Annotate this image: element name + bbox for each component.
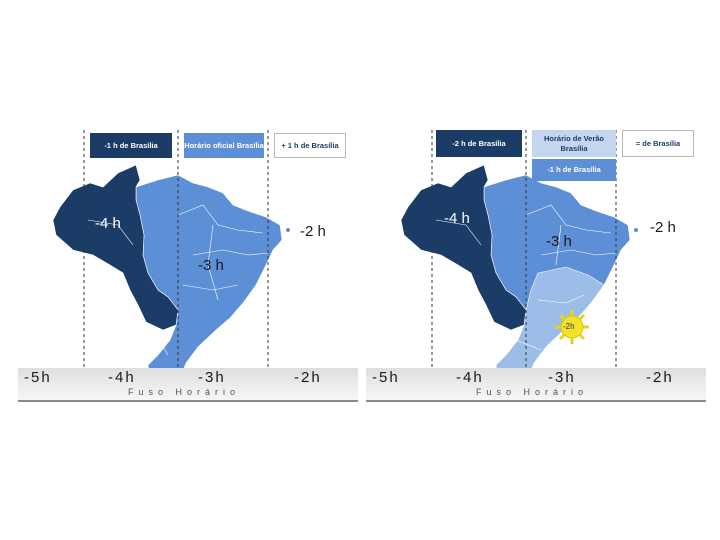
left-tick-minus5: -5h <box>24 369 52 386</box>
left-region-minus2 <box>286 228 290 232</box>
right-meridians <box>431 130 617 400</box>
left-label-central: -3 h <box>198 257 224 274</box>
left-meridians <box>83 130 269 400</box>
right-sun-icon <box>555 310 589 344</box>
left-tick-minus3: -3h <box>198 369 226 386</box>
right-summer-badge: -2h <box>563 322 575 331</box>
right-label-east: -2 h <box>650 219 676 236</box>
right-brazil-map <box>400 130 638 401</box>
right-map-panel: -2 h de Brasília Horário de Verão Brasíl… <box>366 125 706 410</box>
left-tick-minus4: -4h <box>108 369 136 386</box>
right-tick-minus5: -5h <box>372 369 400 386</box>
right-axis-title: Fuso Horário <box>476 387 589 397</box>
left-legend-minus1: -1 h de Brasília <box>90 133 172 158</box>
left-tick-minus2: -2h <box>294 369 322 386</box>
right-legend-equal: = de Brasília <box>622 130 694 157</box>
right-region-minus4 <box>400 164 527 331</box>
right-region-minus2 <box>634 228 638 232</box>
right-timezone-axis <box>366 368 706 402</box>
left-legend-plus1: + 1 h de Brasília <box>274 133 346 158</box>
right-tick-minus2: -2h <box>646 369 674 386</box>
right-legend-minus2: -2 h de Brasília <box>436 130 522 157</box>
left-legend-official: Horário oficial Brasília <box>184 133 264 158</box>
right-tick-minus4: -4h <box>456 369 484 386</box>
right-state-borders <box>435 204 617 351</box>
left-state-borders <box>87 204 269 356</box>
right-legend-minus1: -1 h de Brasília <box>532 159 616 181</box>
left-timezone-axis <box>18 368 358 402</box>
left-label-east: -2 h <box>300 223 326 240</box>
left-region-minus4 <box>52 164 179 331</box>
right-tick-minus3: -3h <box>548 369 576 386</box>
left-label-west: -4 h <box>95 215 121 232</box>
right-label-west: -4 h <box>444 210 470 227</box>
right-legend-summer: Horário de Verão Brasília <box>532 130 616 157</box>
left-map-panel: -1 h de Brasília Horário oficial Brasíli… <box>18 125 358 410</box>
left-brazil-map <box>52 130 290 401</box>
right-label-central: -3 h <box>546 233 572 250</box>
left-axis-title: Fuso Horário <box>128 387 241 397</box>
left-region-minus3 <box>135 174 283 401</box>
